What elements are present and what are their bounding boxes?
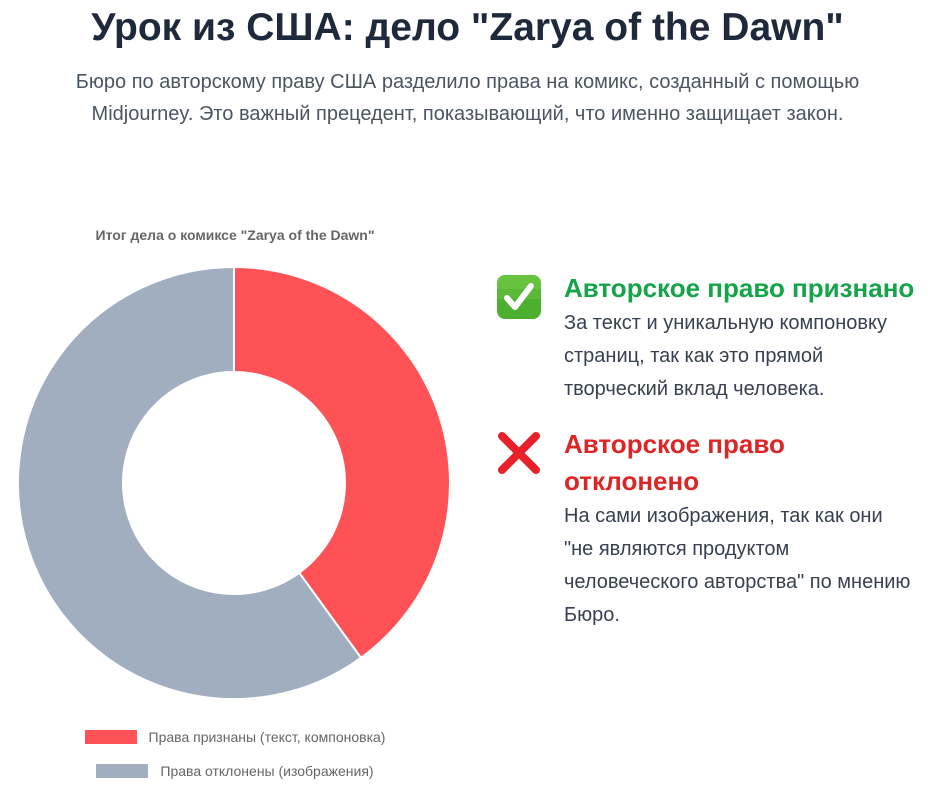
finding-rejected: Авторское право отклонено На сами изобра…	[496, 426, 916, 632]
legend-swatch-rejected	[96, 764, 149, 778]
legend-label-rejected: Права отклонены (изображения)	[160, 763, 374, 779]
legend-item-granted[interactable]: Права признаны (текст, компоновка)	[0, 720, 470, 754]
finding-granted-heading: Авторское право признано	[564, 273, 915, 303]
slice-rejected[interactable]	[17, 265, 363, 700]
findings-panel: Авторское право признано За текст и уник…	[496, 270, 916, 652]
page-title: Урок из США: дело "Zarya of the Dawn"	[91, 6, 844, 49]
cross-mark-icon	[496, 430, 542, 481]
page-subtitle: Бюро по авторскому праву США разделило п…	[75, 71, 860, 125]
legend-swatch-granted	[84, 730, 137, 744]
finding-granted-text: За текст и уникальную компоновку страниц…	[564, 312, 888, 400]
finding-rejected-text: На сами изображения, так как они "не явл…	[564, 505, 911, 626]
finding-rejected-heading: Авторское право отклонено	[564, 429, 785, 496]
legend-label-granted: Права признаны (текст, компоновка)	[148, 729, 386, 745]
chart-legend: Права признаны (текст, компоновка) Права…	[0, 720, 470, 788]
chart-title: Итог дела о комиксе "Zarya of the Dawn"	[95, 227, 375, 243]
finding-granted: Авторское право признано За текст и уник…	[496, 270, 916, 406]
slice-granted[interactable]	[233, 265, 451, 660]
legend-item-rejected[interactable]: Права отклонены (изображения)	[0, 754, 470, 788]
check-mark-icon	[496, 274, 542, 325]
doughnut-chart-svg	[17, 265, 451, 700]
doughnut-chart: Итог дела о комиксе "Zarya of the Dawn" …	[0, 215, 470, 795]
